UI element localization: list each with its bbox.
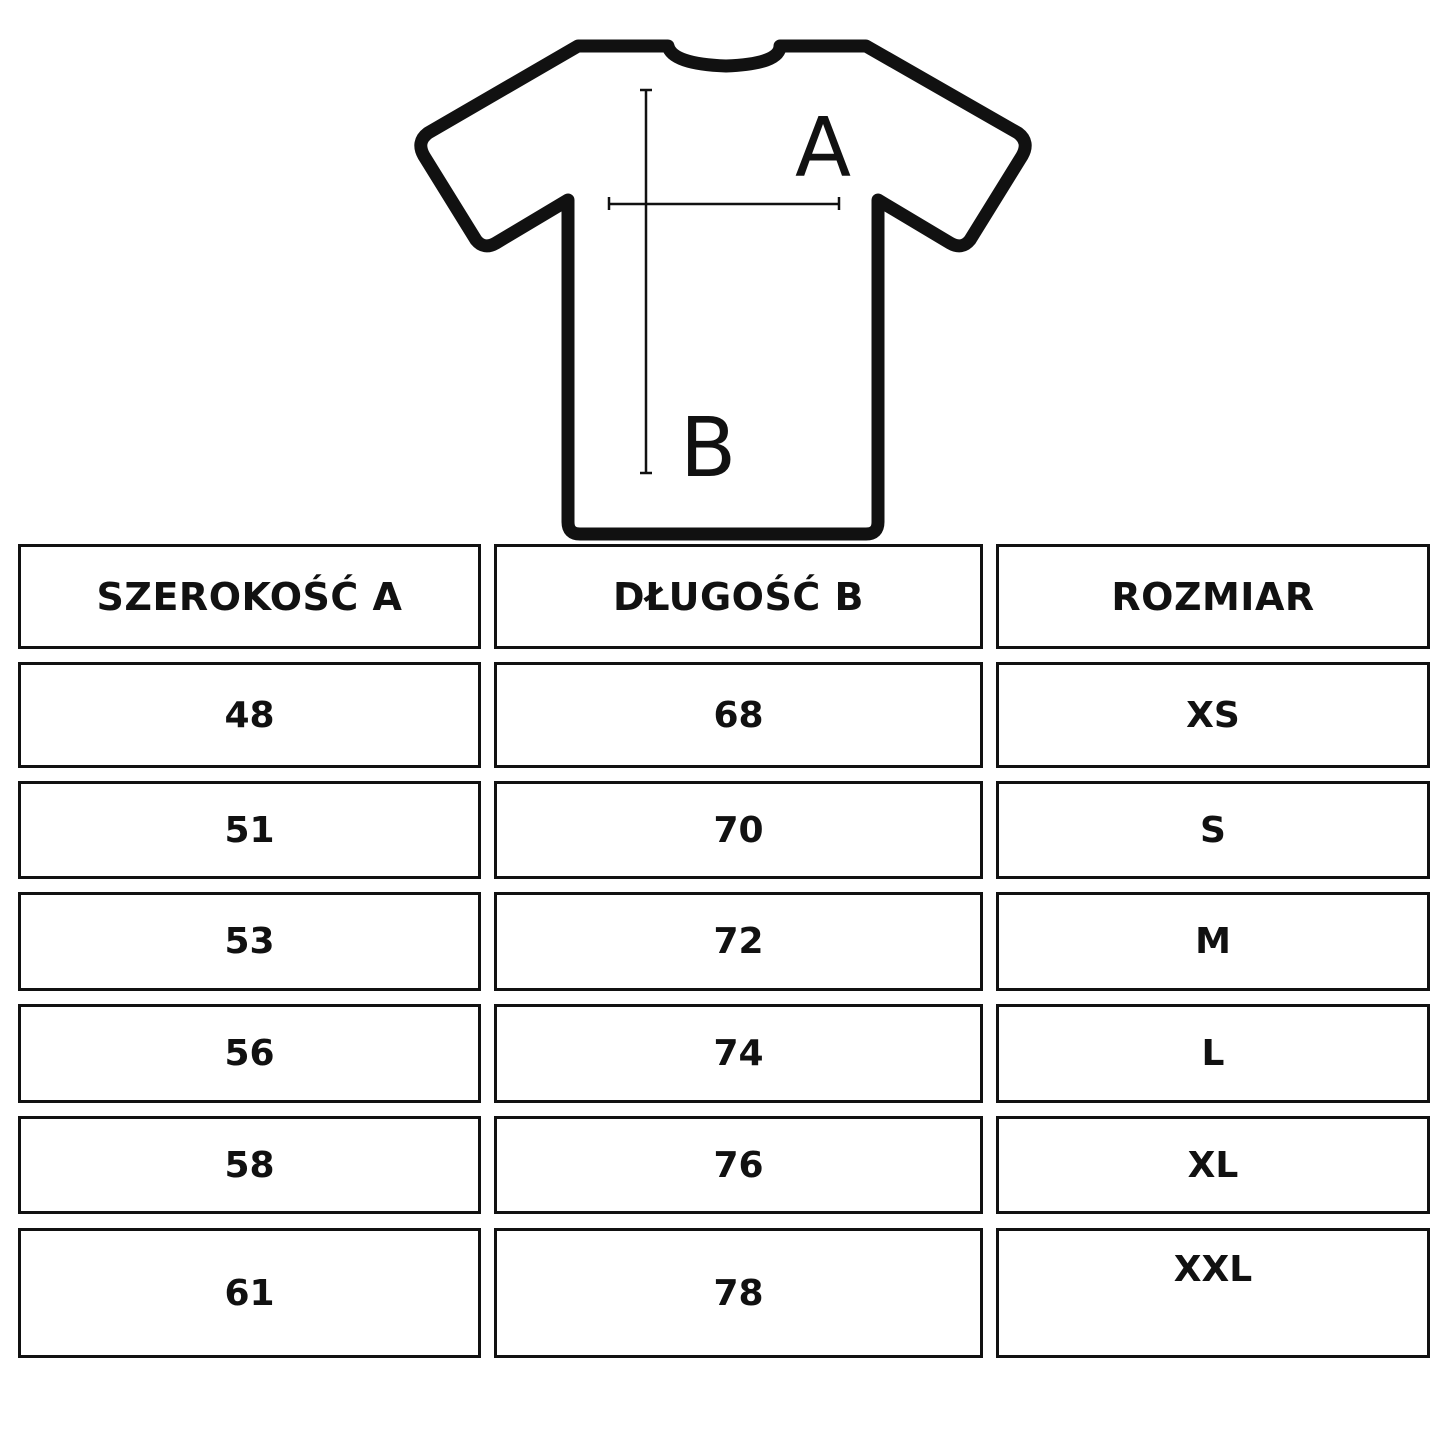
measure-line-b [640, 88, 652, 475]
cell-length-b: 74 [494, 1004, 983, 1103]
cell-size: XS [996, 662, 1430, 768]
cell-length-b: 78 [494, 1228, 983, 1358]
header-width-a: SZEROKOŚĆ A [18, 544, 481, 649]
cell-width-a: 58 [18, 1116, 481, 1214]
cell-width-a: 48 [18, 662, 481, 768]
label-a: A [795, 101, 852, 196]
cell-length-b: 68 [494, 662, 983, 768]
cell-width-a: 56 [18, 1004, 481, 1103]
cell-length-b: 70 [494, 781, 983, 879]
header-size: ROZMIAR [996, 544, 1430, 649]
tshirt-outline [414, 39, 1032, 541]
cell-size: XXL [996, 1228, 1430, 1358]
cell-size: XL [996, 1116, 1430, 1214]
tshirt-diagram [414, 39, 1032, 541]
cell-length-b: 72 [494, 892, 983, 991]
cell-size: S [996, 781, 1430, 879]
cell-width-a: 53 [18, 892, 481, 991]
cell-size: M [996, 892, 1430, 991]
label-b: B [680, 401, 737, 496]
cell-width-a: 61 [18, 1228, 481, 1358]
measure-line-a [607, 197, 841, 210]
cell-length-b: 76 [494, 1116, 983, 1214]
cell-size: L [996, 1004, 1430, 1103]
header-length-b: DŁUGOŚĆ B [494, 544, 983, 649]
cell-width-a: 51 [18, 781, 481, 879]
